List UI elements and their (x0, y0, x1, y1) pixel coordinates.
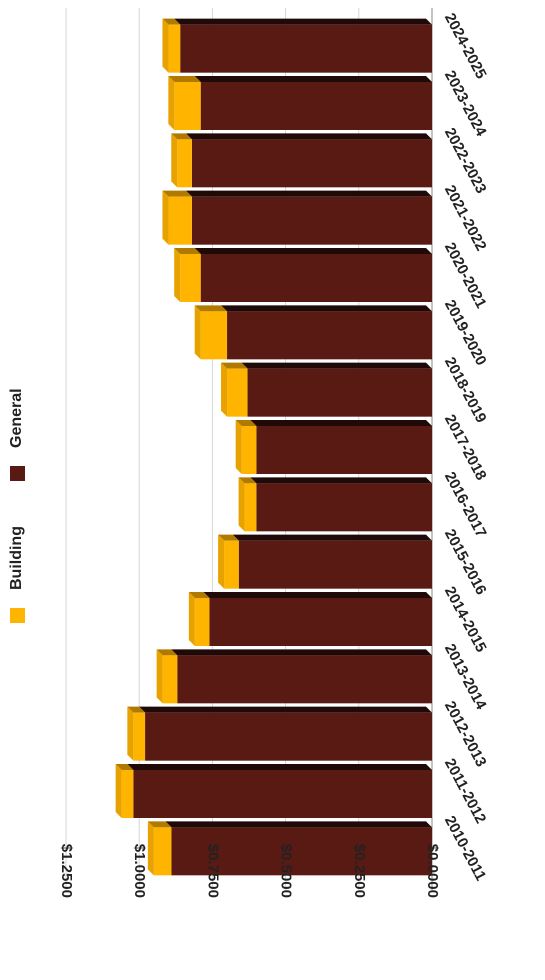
bar-building (174, 82, 201, 130)
bar-building-depth (171, 133, 192, 140)
bar-general (145, 712, 432, 761)
bar-building (224, 540, 239, 589)
bar-building (244, 483, 257, 532)
bar-general (133, 770, 432, 818)
bar-building-depth (168, 76, 201, 82)
bar-general-depth (174, 18, 432, 25)
bar-building-depth (162, 18, 181, 25)
bar-building (200, 311, 228, 360)
bar-general (180, 24, 432, 73)
bar-general-depth (241, 362, 432, 369)
bars (115, 18, 433, 876)
bar-general-depth (194, 76, 432, 82)
bar-general-depth (232, 534, 432, 541)
value-tick-label: $0.5000 (278, 844, 295, 898)
category-tick-label: 2011-2012 (441, 756, 489, 827)
bar-general-depth (221, 305, 432, 312)
legend-label: Building (8, 526, 25, 590)
bar-building (153, 827, 172, 876)
bar-building-depth (194, 305, 228, 312)
legend-swatch (10, 608, 25, 623)
bar-end-face (162, 18, 169, 73)
bar-end-face (171, 133, 178, 188)
value-tick-label: $0.7500 (204, 844, 221, 898)
bar-general (191, 196, 432, 245)
bar-end-face (115, 764, 122, 818)
value-tick-label: $0.2500 (351, 844, 368, 898)
legend-label: General (8, 388, 25, 448)
bar-end-face (194, 305, 201, 360)
value-tick-label: $1.0000 (131, 844, 148, 898)
bar-building (168, 24, 181, 73)
bar-building-depth (174, 248, 201, 254)
bar-general-depth (127, 764, 433, 770)
bar-end-face (238, 477, 245, 532)
bar-general-depth (185, 133, 432, 140)
bar-building (227, 368, 248, 417)
legend: Building General (8, 388, 25, 623)
bar-building-depth (162, 190, 192, 197)
bar-building (241, 426, 257, 474)
bar-building-depth (235, 420, 257, 426)
bar-general (227, 311, 432, 360)
bar-end-face (235, 420, 242, 474)
bar-building (180, 254, 201, 302)
bar-end-face (156, 649, 163, 704)
bar-general-depth (203, 592, 432, 598)
bar-general-depth (250, 477, 432, 484)
legend-swatch (10, 466, 25, 481)
bar-end-face (147, 821, 154, 876)
category-axis-ticks: 2010-20112011-20122012-20132013-20142014… (441, 10, 490, 883)
bar-building-depth (188, 592, 210, 598)
bar-building-depth (147, 821, 172, 828)
bar-building-depth (218, 534, 239, 541)
bar-building-depth (115, 764, 134, 770)
bar-building (121, 770, 134, 818)
bar-general (177, 655, 432, 704)
bar-general (171, 827, 432, 876)
bar-building (177, 139, 192, 188)
bar-end-face (162, 190, 169, 245)
value-tick-label: $1.2500 (58, 844, 75, 898)
value-axis-ticks: $0.0000 $0.2500 $0.5000 $0.7500 $1.0000 $1.25… (58, 844, 441, 898)
bar-end-face (218, 534, 225, 589)
bar-end-face (127, 706, 134, 761)
bar-building (194, 598, 210, 646)
bar-end-face (174, 248, 181, 302)
bar-general (238, 540, 432, 589)
bar-general-depth (139, 706, 432, 713)
bar-building-depth (221, 362, 248, 369)
bar-general (247, 368, 432, 417)
category-tick-label: 2010-2011 (441, 813, 489, 884)
bar-general (256, 426, 432, 474)
value-tick-label: $0.0000 (424, 844, 441, 898)
bar-building-depth (238, 477, 257, 484)
bar-building (168, 196, 192, 245)
bar-building (162, 655, 178, 704)
bar-general (200, 254, 432, 302)
bar-general-depth (171, 649, 432, 656)
bar-general-depth (194, 248, 432, 254)
bar-general (200, 82, 432, 130)
bar-building-depth (127, 706, 146, 713)
bar-end-face (221, 362, 228, 417)
bar-end-face (168, 76, 175, 130)
bar-general (256, 483, 432, 532)
bar-building-depth (156, 649, 178, 656)
bar-general-depth (250, 420, 432, 426)
bar-building (133, 712, 146, 761)
bar-general-depth (165, 821, 432, 828)
bar-general (209, 598, 432, 646)
bar-end-face (188, 592, 195, 646)
bar-general-depth (185, 190, 432, 197)
bar-general (191, 139, 432, 188)
